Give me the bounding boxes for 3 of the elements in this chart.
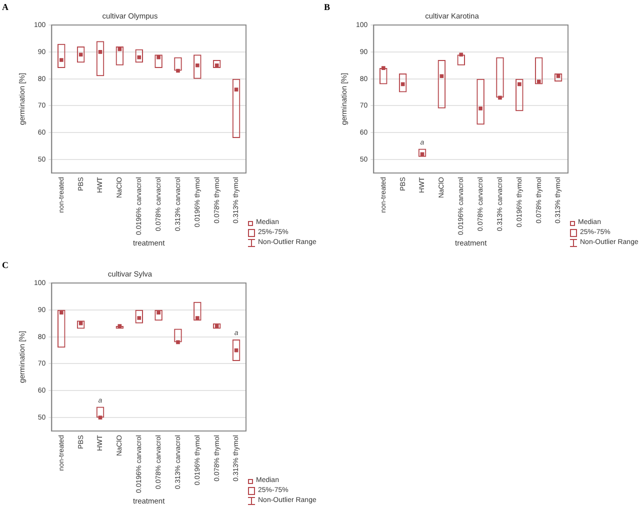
text: B [324, 2, 330, 12]
text: A [2, 2, 8, 12]
text: C [2, 260, 8, 270]
